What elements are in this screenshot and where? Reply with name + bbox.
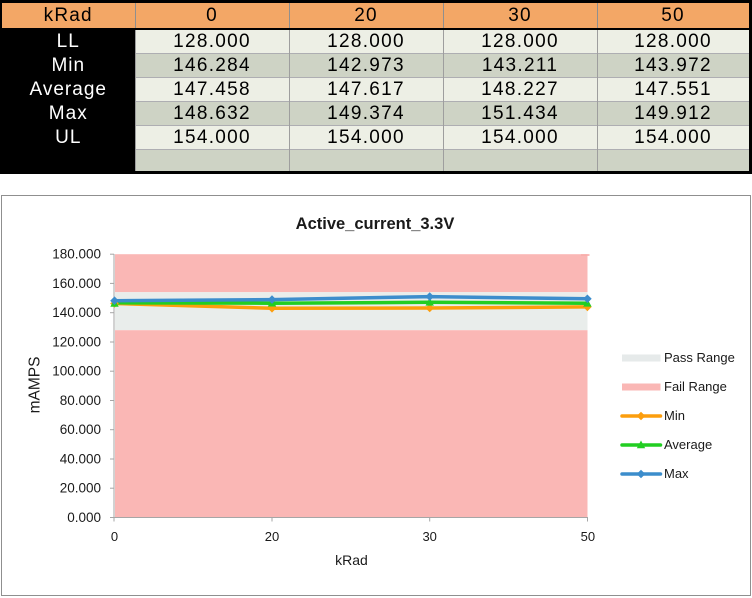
svg-text:30: 30 (422, 529, 436, 544)
svg-text:80.000: 80.000 (60, 393, 101, 408)
svg-text:40.000: 40.000 (60, 452, 101, 467)
svg-text:Active_current_3.3V: Active_current_3.3V (296, 215, 455, 233)
svg-text:0: 0 (111, 529, 118, 544)
svg-text:kRad: kRad (335, 552, 368, 568)
svg-text:140.000: 140.000 (52, 305, 101, 320)
svg-text:Max: Max (664, 466, 689, 481)
svg-text:50: 50 (581, 529, 595, 544)
svg-text:100.000: 100.000 (52, 364, 101, 379)
svg-text:180.000: 180.000 (52, 247, 101, 262)
svg-text:160.000: 160.000 (52, 276, 101, 291)
svg-text:60.000: 60.000 (60, 422, 101, 437)
svg-text:Pass Range: Pass Range (664, 350, 735, 365)
svg-text:Min: Min (664, 408, 685, 423)
svg-text:120.000: 120.000 (52, 335, 101, 350)
svg-text:mAMPS: mAMPS (27, 357, 44, 414)
svg-text:20: 20 (265, 529, 279, 544)
svg-text:Average: Average (664, 437, 712, 452)
svg-text:20.000: 20.000 (60, 481, 101, 496)
svg-text:Fail Range: Fail Range (664, 379, 727, 394)
svg-text:0.000: 0.000 (67, 510, 101, 525)
